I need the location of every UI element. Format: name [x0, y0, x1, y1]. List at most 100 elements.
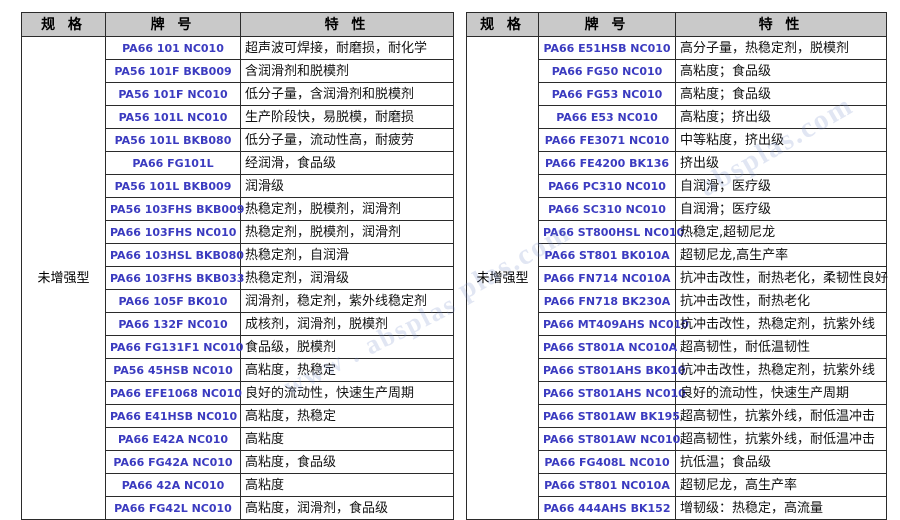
- table-row: PA66 FE3071 NC010 中等粘度，挤出级: [467, 128, 887, 152]
- table-row: PA56 101L BKB080 低分子量，流动性高，耐疲劳: [22, 128, 454, 152]
- property-cell: 热稳定剂，自润滑: [240, 243, 454, 267]
- property-cell: 高分子量，热稳定剂，脱模剂: [675, 36, 887, 60]
- spec-label-cell: 未增强型: [466, 36, 539, 520]
- property-cell: 自润滑；医疗级: [675, 174, 887, 198]
- property-cell: 中等粘度，挤出级: [675, 128, 887, 152]
- header-spec: 规 格: [466, 12, 539, 37]
- grade-code-cell: PA66 FG131F1 NC010: [105, 335, 243, 359]
- table-row: PA66 FG50 NC010 高粘度；食品级: [467, 59, 887, 83]
- right-table-container: 规 格 牌 号 特 性 未增强型 PA66 E51HSB NC010 高分子量，热稳…: [466, 12, 888, 520]
- table-row: PA56 101F NC010 低分子量，含润滑剂和脱模剂: [22, 82, 454, 106]
- grade-code-cell: PA66 103FHS NC010: [105, 220, 241, 244]
- property-cell: 高粘度；食品级: [675, 59, 887, 83]
- grade-code-cell: PA66 E42A NC010: [105, 427, 241, 451]
- property-cell: 热稳定剂，脱模剂，润滑剂: [240, 220, 454, 244]
- table-row: PA66 103FHS NC010 热稳定剂，脱模剂，润滑剂: [22, 220, 454, 244]
- grade-code-cell: PA66 FG53 NC010: [538, 82, 676, 106]
- grade-code-cell: PA66 E51HSB NC010: [538, 36, 676, 60]
- header-property: 特 性: [240, 12, 454, 37]
- grade-code-cell: PA66 103HSL BKB080: [105, 243, 244, 267]
- grade-code-cell: PA66 FG50 NC010: [538, 59, 676, 83]
- property-cell: 超高韧性，抗紫外线，耐低温冲击: [675, 404, 887, 428]
- property-cell: 挤出级: [675, 151, 887, 175]
- table-row: PA66 FG131F1 NC010 食品级，脱模剂: [22, 335, 454, 359]
- right-table-header: 规 格 牌 号 特 性: [466, 12, 887, 37]
- grade-code-cell: PA66 FN714 NC010A: [538, 266, 676, 290]
- grade-code-cell: PA66 ST800HSL NC010: [538, 220, 684, 244]
- property-cell: 超韧尼龙，高生产率: [675, 473, 887, 497]
- table-row: PA56 45HSB NC010 高粘度，热稳定: [22, 358, 454, 382]
- property-cell: 抗冲击改性，热稳定剂，抗紫外线: [675, 358, 887, 382]
- grade-table-right: 规 格 牌 号 特 性 未增强型 PA66 E51HSB NC010 高分子量，热稳…: [466, 12, 888, 520]
- property-cell: 自润滑；医疗级: [675, 197, 887, 221]
- property-cell: 高粘度: [240, 473, 454, 497]
- grade-code-cell: PA66 101 NC010: [105, 36, 241, 60]
- left-table-header: 规 格 牌 号 特 性: [21, 12, 454, 37]
- spec-label-cell: 未增强型: [21, 36, 106, 520]
- header-grade: 牌 号: [105, 12, 241, 37]
- table-row: PA66 FN714 NC010A 抗冲击改性，耐热老化，柔韧性良好: [467, 266, 888, 290]
- property-cell: 超高韧性，抗紫外线，耐低温冲击: [675, 427, 887, 451]
- property-cell: 食品级，脱模剂: [240, 335, 454, 359]
- property-cell: 抗冲击改性，耐热老化: [675, 289, 887, 313]
- property-cell: 低分子量，流动性高，耐疲劳: [240, 128, 454, 152]
- grade-code-cell: PA66 ST801AW NC010: [538, 427, 680, 451]
- grade-code-cell: PA66 E53 NC010: [538, 105, 676, 129]
- grade-code-cell: PA66 ST801 BK010A: [538, 243, 676, 267]
- grade-code-cell: PA56 101L BKB009: [105, 174, 241, 198]
- grade-code-cell: PA66 42A NC010: [105, 473, 241, 497]
- table-row: PA66 ST801AHS NC010 良好的流动性，快速生产周期: [467, 381, 887, 405]
- table-row: PA66 105F BK010 润滑剂，稳定剂，紫外线稳定剂: [22, 289, 454, 313]
- property-cell: 热稳定剂，脱模剂，润滑剂: [240, 197, 454, 221]
- grade-code-cell: PA66 FE4200 BK136: [538, 151, 676, 175]
- left-table-container: 规 格 牌 号 特 性 未增强型 PA66 101 NC010 超声波可焊接，耐磨损…: [21, 12, 454, 520]
- grade-code-cell: PA66 ST801AHS BK010: [538, 358, 685, 382]
- table-row: PA66 FG101L 经润滑，食品级: [22, 151, 454, 175]
- grade-code-cell: PA66 FE3071 NC010: [538, 128, 676, 152]
- header-row: 规 格 牌 号 特 性: [21, 12, 454, 37]
- table-row: PA56 103FHS BKB009 热稳定剂，脱模剂，润滑剂: [22, 197, 454, 221]
- property-cell: 超韧尼龙,高生产率: [675, 243, 887, 267]
- grade-code-cell: PA56 45HSB NC010: [105, 358, 241, 382]
- property-cell: 润滑级: [240, 174, 454, 198]
- grade-code-cell: PA66 ST801AHS NC010: [538, 381, 686, 405]
- header-grade: 牌 号: [538, 12, 676, 37]
- grade-table-left: 规 格 牌 号 特 性 未增强型 PA66 101 NC010 超声波可焊接，耐磨损…: [21, 12, 454, 520]
- property-cell: 高粘度，热稳定: [240, 404, 454, 428]
- grade-code-cell: PA66 MT409AHS NC010: [538, 312, 689, 336]
- table-row: PA66 ST801AW NC010 超高韧性，抗紫外线，耐低温冲击: [467, 427, 887, 451]
- grade-code-cell: PA66 PC310 NC010: [538, 174, 676, 198]
- table-row: PA56 101L NC010 生产阶段快，易脱模，耐磨损: [22, 105, 454, 129]
- table-row: PA66 132F NC010 成核剂，润滑剂，脱模剂: [22, 312, 454, 336]
- property-cell: 抗低温；食品级: [675, 450, 887, 474]
- grade-code-cell: PA66 FG101L: [105, 151, 241, 175]
- property-cell: 高粘度，热稳定: [240, 358, 454, 382]
- property-cell: 超声波可焊接，耐磨损，耐化学: [240, 36, 454, 60]
- property-cell: 低分子量，含润滑剂和脱模剂: [240, 82, 454, 106]
- table-row: PA66 E41HSB NC010 高粘度，热稳定: [22, 404, 454, 428]
- property-cell: 高粘度，润滑剂，食品级: [240, 496, 454, 520]
- table-row: PA66 FG53 NC010 高粘度；食品级: [467, 82, 887, 106]
- document-sheet: www . absplas absplas.com plas.com 规 格 牌…: [21, 12, 888, 520]
- table-row: PA66 FE4200 BK136 挤出级: [467, 151, 887, 175]
- property-cell: 高粘度；食品级: [675, 82, 887, 106]
- grade-code-cell: PA66 ST801 NC010A: [538, 473, 676, 497]
- grade-code-cell: PA66 EFE1068 NC010: [105, 381, 242, 405]
- table-row: PA56 101L BKB009 润滑级: [22, 174, 454, 198]
- property-cell: 润滑剂，稳定剂，紫外线稳定剂: [240, 289, 454, 313]
- grade-code-cell: PA66 444AHS BK152: [538, 496, 676, 520]
- grade-code-cell: PA66 FG408L NC010: [538, 450, 676, 474]
- property-cell: 成核剂，润滑剂，脱模剂: [240, 312, 454, 336]
- right-table-body: 未增强型 PA66 E51HSB NC010 高分子量，热稳定剂，脱模剂 PA66 F…: [466, 36, 888, 520]
- table-row: PA66 ST801A NC010A 超高韧性，耐低温韧性: [467, 335, 887, 359]
- grade-code-cell: PA66 SC310 NC010: [538, 197, 676, 221]
- grade-code-cell: PA56 101F NC010: [105, 82, 241, 106]
- property-cell: 经润滑，食品级: [240, 151, 454, 175]
- property-cell: 抗冲击改性，耐热老化，柔韧性良好: [675, 266, 888, 290]
- grade-code-cell: PA66 ST801A NC010A: [538, 335, 677, 359]
- table-row: PA66 103HSL BKB080 热稳定剂，自润滑: [22, 243, 454, 267]
- property-cell: 高粘度；挤出级: [675, 105, 887, 129]
- grade-code-cell: PA66 FG42L NC010: [105, 496, 241, 520]
- table-row: PA66 E53 NC010 高粘度；挤出级: [467, 105, 887, 129]
- property-cell: 含润滑剂和脱模剂: [240, 59, 454, 83]
